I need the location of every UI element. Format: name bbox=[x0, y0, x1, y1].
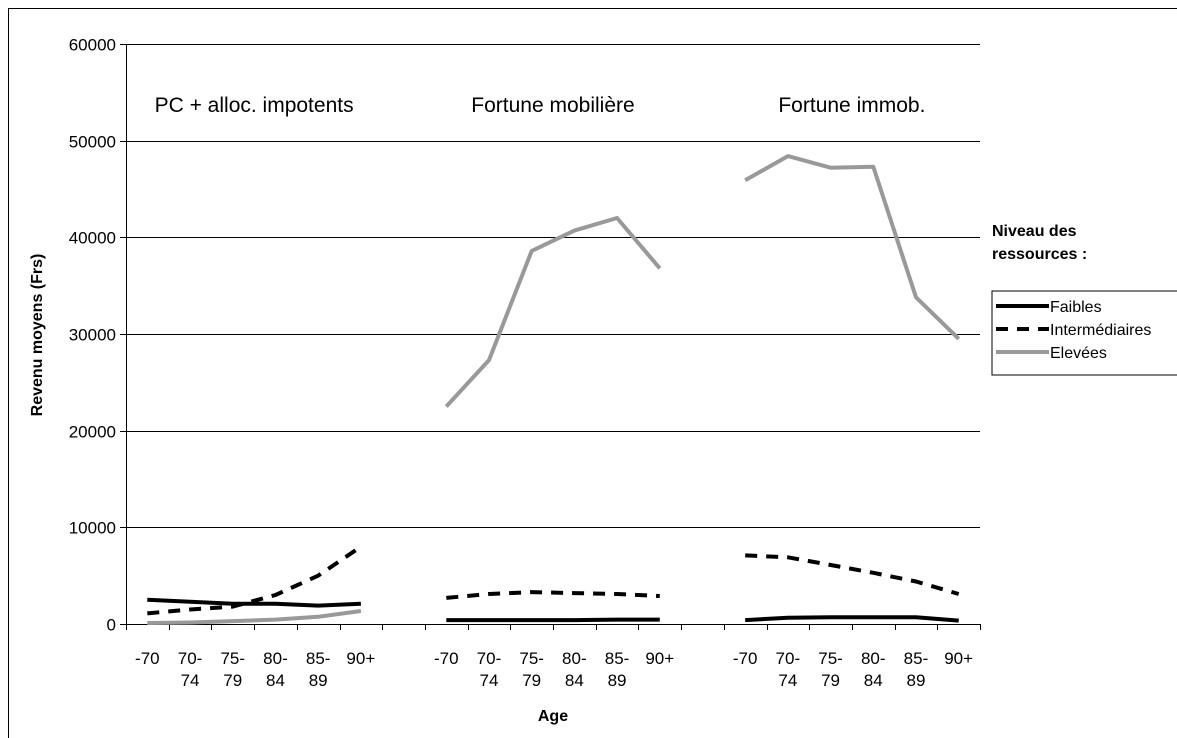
x-tick-label: 85- bbox=[306, 649, 331, 668]
y-tick-label-10000: 10000 bbox=[69, 519, 116, 538]
x-tick-label-line2: 84 bbox=[864, 671, 883, 690]
series-line-elev-es-panel-1 bbox=[147, 609, 362, 625]
x-axis-title: Age bbox=[538, 708, 568, 725]
x-axis-ticks: -70 70- 74 75- 79 80- 84 85- 89 90+ -70 70- 74 75- 79 8… bbox=[126, 624, 981, 690]
legend-label-3: Elevées bbox=[1050, 345, 1107, 362]
x-tick-label-line2: 74 bbox=[479, 671, 498, 690]
x-tick-label: 75- bbox=[818, 649, 843, 668]
x-tick-label: 70- bbox=[776, 649, 801, 668]
panel-title-1: PC + alloc. impotents bbox=[155, 94, 354, 117]
x-tick-label: 85- bbox=[605, 649, 630, 668]
series-line-faibles-panel-3 bbox=[745, 615, 959, 623]
x-tick-label: 90+ bbox=[944, 649, 973, 668]
series-line-elev-es-panel-2 bbox=[444, 216, 662, 408]
x-tick-label: 75- bbox=[220, 649, 245, 668]
x-tick-label: 80- bbox=[861, 649, 886, 668]
x-tick-label-line2: 89 bbox=[608, 671, 627, 690]
x-tick-label-line2: 89 bbox=[309, 671, 328, 690]
y-tick-label-40000: 40000 bbox=[69, 229, 116, 248]
gridlines bbox=[126, 44, 980, 528]
legend: Niveau des ressources : Faibles Intermédi… bbox=[991, 223, 1177, 376]
series-line-interm-diaires-panel-3 bbox=[745, 553, 960, 596]
legend-entries: Faibles Intermédiaires Elevées bbox=[996, 299, 1151, 362]
x-tick-label-line2: 74 bbox=[181, 671, 200, 690]
x-tick-label-line2: 79 bbox=[522, 671, 541, 690]
x-tick-label: 80- bbox=[263, 649, 288, 668]
chart-frame bbox=[8, 8, 1177, 738]
series-line-elev-es-panel-3 bbox=[744, 154, 961, 341]
y-axis-title: Revenu moyens (Frs) bbox=[29, 254, 46, 417]
x-tick-label-line2: 79 bbox=[223, 671, 242, 690]
x-tick-label: 70- bbox=[178, 649, 203, 668]
series-line-faibles-panel-2 bbox=[446, 617, 660, 623]
y-axis-ticks: 0 10000 20000 30000 40000 50000 60000 bbox=[69, 36, 126, 635]
legend-label-1: Faibles bbox=[1050, 299, 1102, 316]
x-tick-label: 90+ bbox=[346, 649, 375, 668]
panel-title-3: Fortune immob. bbox=[778, 94, 925, 117]
x-tick-label: 75- bbox=[519, 649, 544, 668]
series-lines bbox=[147, 154, 961, 625]
y-tick-label-20000: 20000 bbox=[69, 423, 116, 442]
legend-title-line2: ressources : bbox=[992, 246, 1087, 263]
series-line-interm-diaires-panel-1 bbox=[147, 545, 363, 616]
x-tick-label-line2: 84 bbox=[565, 671, 584, 690]
x-tick-label-line2: 84 bbox=[266, 671, 285, 690]
x-tick-label: -70 bbox=[733, 649, 758, 668]
y-tick-label-0: 0 bbox=[107, 616, 116, 635]
panel-title-2: Fortune mobilière bbox=[471, 94, 634, 117]
x-tick-label: -70 bbox=[135, 649, 160, 668]
y-tick-label-50000: 50000 bbox=[69, 133, 116, 152]
x-tick-label: 70- bbox=[477, 649, 502, 668]
legend-label-2: Intermédiaires bbox=[1050, 322, 1151, 339]
x-tick-label: 85- bbox=[904, 649, 929, 668]
x-tick-label: -70 bbox=[434, 649, 459, 668]
x-tick-label-line2: 89 bbox=[906, 671, 925, 690]
panel-titles: PC + alloc. impotents Fortune mobilière Fo… bbox=[155, 94, 926, 117]
x-tick-label-line2: 79 bbox=[821, 671, 840, 690]
x-tick-label-line2: 74 bbox=[778, 671, 797, 690]
y-tick-label-30000: 30000 bbox=[69, 326, 116, 345]
y-tick-label-60000: 60000 bbox=[69, 36, 116, 55]
series-line-interm-diaires-panel-2 bbox=[446, 590, 660, 600]
x-tick-label: 80- bbox=[562, 649, 587, 668]
legend-title-line1: Niveau des bbox=[992, 223, 1077, 240]
x-tick-label: 90+ bbox=[645, 649, 674, 668]
series-line-faibles-panel-1 bbox=[147, 597, 361, 608]
